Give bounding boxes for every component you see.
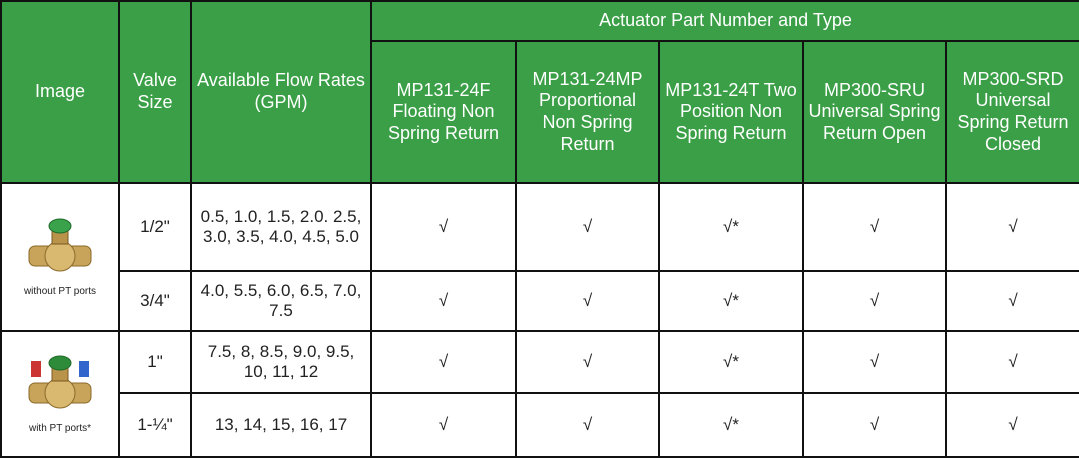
check-cell: √ xyxy=(802,330,947,394)
check-cell: √ xyxy=(802,392,947,458)
table-cell: 0.5, 1.0, 1.5, 2.0. 2.5, 3.0, 3.5, 4.0, … xyxy=(190,182,372,272)
table-row: without PT ports 1/2" 0.5, 1.0, 1.5, 2.0. … xyxy=(0,182,1079,332)
header-cell: Available Flow Rates (GPM) xyxy=(190,0,372,184)
image-caption: without PT ports xyxy=(23,285,97,297)
check-cell: √* xyxy=(658,182,804,272)
image-cell: without PT ports xyxy=(0,182,120,332)
header-cell: Valve Size xyxy=(118,0,192,184)
check-cell: √ xyxy=(802,270,947,332)
check-cell: √* xyxy=(658,392,804,458)
table-cell: 1" xyxy=(118,330,192,394)
check-cell: √ xyxy=(945,182,1079,272)
header-cell: MP300-SRD Universal Spring Return Closed xyxy=(945,40,1079,184)
check-cell: √ xyxy=(515,330,660,394)
group-header: Actuator Part Number and Type xyxy=(370,0,1079,42)
check-cell: √ xyxy=(945,330,1079,394)
table-row: with PT ports* 1" 7.5, 8, 8.5, 9.0, 9.5, 1… xyxy=(0,330,1079,458)
header-cell: MP131-24F Floating Non Spring Return xyxy=(370,40,517,184)
table-body: without PT ports 1/2" 0.5, 1.0, 1.5, 2.0. … xyxy=(0,182,1079,458)
check-cell: √ xyxy=(515,270,660,332)
table-cell: 1/2" xyxy=(118,182,192,272)
check-cell: √* xyxy=(658,330,804,394)
table-cell: 3/4" xyxy=(118,270,192,332)
table-cell: 7.5, 8, 8.5, 9.0, 9.5, 10, 11, 12 xyxy=(190,330,372,394)
check-cell: √ xyxy=(515,392,660,458)
header-cell: MP131-24MP Proportional Non Spring Retur… xyxy=(515,40,660,184)
table-cell: 1-¼" xyxy=(118,392,192,458)
valve-image xyxy=(28,355,92,409)
check-cell: √ xyxy=(945,392,1079,458)
valve-image xyxy=(28,218,92,272)
check-cell: √ xyxy=(945,270,1079,332)
image-cell: with PT ports* xyxy=(0,330,120,458)
image-caption: with PT ports* xyxy=(28,422,92,434)
table-cell: 4.0, 5.5, 6.0, 6.5, 7.0, 7.5 xyxy=(190,270,372,332)
check-cell: √ xyxy=(515,182,660,272)
check-cell: √ xyxy=(802,182,947,272)
header-cell: MP131-24T Two Position Non Spring Return xyxy=(658,40,804,184)
check-cell: √ xyxy=(370,270,517,332)
table-row: 3/4" 4.0, 5.5, 6.0, 6.5, 7.0, 7.5 √ √ √* √ √ xyxy=(1,270,1079,332)
check-cell: √* xyxy=(658,270,804,332)
check-cell: √ xyxy=(370,182,517,272)
header-cell: MP300-SRU Universal Spring Return Open xyxy=(802,40,947,184)
check-cell: √ xyxy=(370,392,517,458)
table-cell: 13, 14, 15, 16, 17 xyxy=(190,392,372,458)
table-row: 1-¼" 13, 14, 15, 16, 17 √ √ √* √ √ xyxy=(1,392,1079,458)
header-cell: Image xyxy=(0,0,120,184)
check-cell: √ xyxy=(370,330,517,394)
